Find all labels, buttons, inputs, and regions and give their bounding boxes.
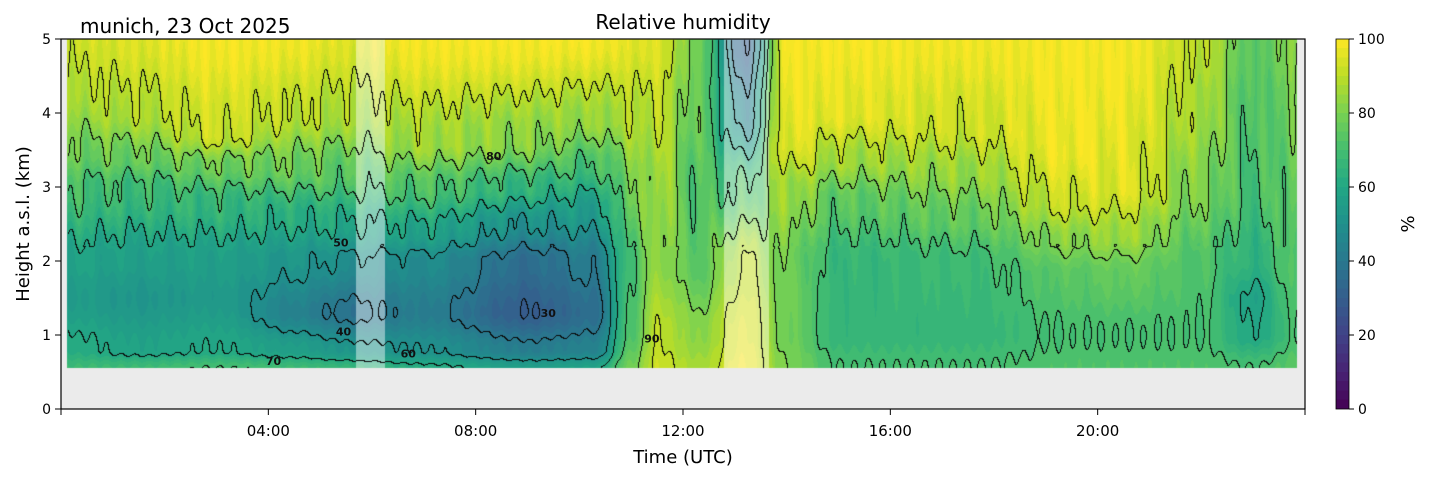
contour-label: 30 [541, 307, 557, 320]
x-axis-label: Time (UTC) [632, 447, 733, 468]
x-tick-label: 20:00 [1076, 422, 1119, 440]
x-tick-label: 16:00 [869, 422, 912, 440]
x-axis: 04:00 08:00 12:00 16:00 20:00 [60, 409, 1306, 440]
contour-labels: 80 50 40 70 60 30 90 [266, 150, 660, 368]
x-tick-label: 08:00 [454, 422, 497, 440]
contour-label: 90 [644, 333, 660, 346]
colorbar-tick-label: 0 [1358, 402, 1367, 418]
colorbar-tick-label: 20 [1358, 328, 1376, 344]
y-tick-label: 5 [42, 32, 51, 48]
chart-title: Relative humidity [595, 10, 770, 34]
y-axis: 0 1 2 3 4 5 [42, 32, 61, 418]
contour-label: 50 [333, 237, 349, 250]
y-tick-label: 2 [42, 254, 51, 270]
y-tick-label: 3 [42, 180, 51, 196]
plot-area: 80 50 40 70 60 30 90 [60, 38, 1306, 410]
colorbar-tick-label: 40 [1358, 254, 1376, 270]
colorbar-tick-label: 100 [1358, 32, 1385, 48]
y-tick-label: 1 [42, 328, 51, 344]
contour-label: 80 [486, 150, 502, 163]
colorbar-tick-label: 60 [1358, 180, 1376, 196]
colorbar-label: % [1398, 215, 1419, 232]
contour-label: 60 [401, 348, 417, 361]
colorbar: 0 20 40 60 80 100 % [1335, 32, 1419, 418]
subtitle: munich, 23 Oct 2025 [80, 14, 290, 38]
x-tick-label: 04:00 [247, 422, 290, 440]
colorbar-body [1335, 38, 1350, 410]
contour-label: 70 [266, 355, 282, 368]
x-tick-label: 12:00 [661, 422, 704, 440]
y-tick-label: 4 [42, 106, 51, 122]
contour-label: 40 [336, 325, 352, 338]
y-axis-label: Height a.s.l. (km) [13, 146, 34, 302]
colorbar-ticks: 0 20 40 60 80 100 [1349, 32, 1385, 418]
y-tick-label: 0 [42, 402, 51, 418]
colorbar-tick-label: 80 [1358, 106, 1376, 122]
